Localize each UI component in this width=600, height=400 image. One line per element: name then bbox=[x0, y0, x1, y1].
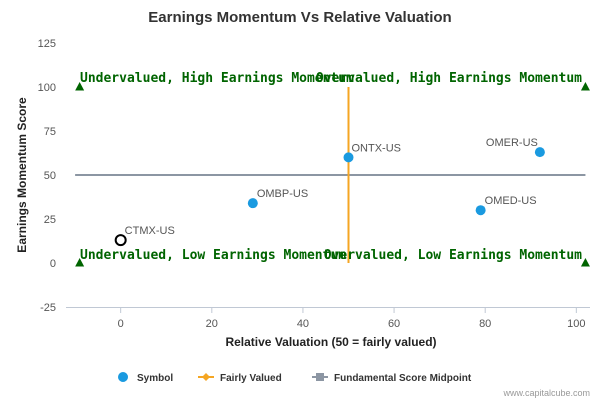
quadrant-label-top-right: Overvalued, High Earnings Momentum bbox=[316, 71, 582, 86]
y-tick-label: 25 bbox=[44, 214, 56, 226]
legend-midpoint-marker bbox=[316, 373, 324, 381]
x-tick-label: 80 bbox=[479, 318, 491, 330]
quadrant-label-bottom-right: Overvalued, Low Earnings Momentum bbox=[324, 248, 582, 263]
x-tick-label: 100 bbox=[567, 318, 585, 330]
y-tick-label: 0 bbox=[50, 258, 56, 270]
corner-triangle-marker bbox=[580, 82, 590, 91]
data-point bbox=[534, 147, 545, 158]
x-tick-label: 20 bbox=[206, 318, 218, 330]
legend-item-label: Fundamental Score Midpoint bbox=[334, 373, 472, 384]
chart-title: Earnings Momentum Vs Relative Valuation bbox=[148, 9, 451, 26]
data-point bbox=[247, 198, 258, 209]
x-tick-label: 40 bbox=[297, 318, 309, 330]
data-point-label: CTMX-US bbox=[125, 225, 175, 237]
y-tick-label: 125 bbox=[38, 38, 56, 50]
quadrant-label-bottom-left: Undervalued, Low Earnings Momentum bbox=[80, 248, 346, 263]
data-point-label: OMER-US bbox=[486, 137, 538, 149]
legend-item-label: Symbol bbox=[137, 373, 173, 384]
y-tick-label: 75 bbox=[44, 126, 56, 138]
x-tick-label: 60 bbox=[388, 318, 400, 330]
legend-item-label: Fairly Valued bbox=[220, 373, 282, 384]
x-tick-label: 0 bbox=[118, 318, 124, 330]
y-tick-label: 100 bbox=[38, 82, 56, 94]
y-tick-label: -25 bbox=[40, 302, 56, 314]
data-point bbox=[475, 205, 486, 216]
legend: Symbol Fairly Valued Fundamental Score Mid… bbox=[118, 372, 472, 384]
corner-triangle-marker bbox=[75, 82, 85, 91]
credit-text: www.capitalcube.com bbox=[502, 388, 590, 398]
y-tick-label: 50 bbox=[44, 170, 56, 182]
data-point-label: OMED-US bbox=[485, 195, 537, 207]
corner-triangle-marker bbox=[75, 258, 85, 267]
data-point bbox=[343, 152, 354, 163]
legend-symbol-marker bbox=[118, 372, 128, 382]
legend-fairly-valued-marker bbox=[202, 373, 210, 381]
data-point bbox=[114, 234, 127, 247]
data-point-label: ONTX-US bbox=[352, 142, 402, 154]
quadrant-label-top-left: Undervalued, High Earnings Momentum bbox=[80, 71, 354, 86]
y-axis-title: Earnings Momentum Score bbox=[15, 97, 29, 253]
x-axis-title: Relative Valuation (50 = fairly valued) bbox=[225, 335, 436, 349]
plot-area: 0 20 40 60 80 100 -25 0 25 50 75 100 125 Undervalued,… bbox=[38, 38, 590, 330]
data-point-label: OMBP-US bbox=[257, 188, 308, 200]
corner-triangle-marker bbox=[580, 258, 590, 267]
